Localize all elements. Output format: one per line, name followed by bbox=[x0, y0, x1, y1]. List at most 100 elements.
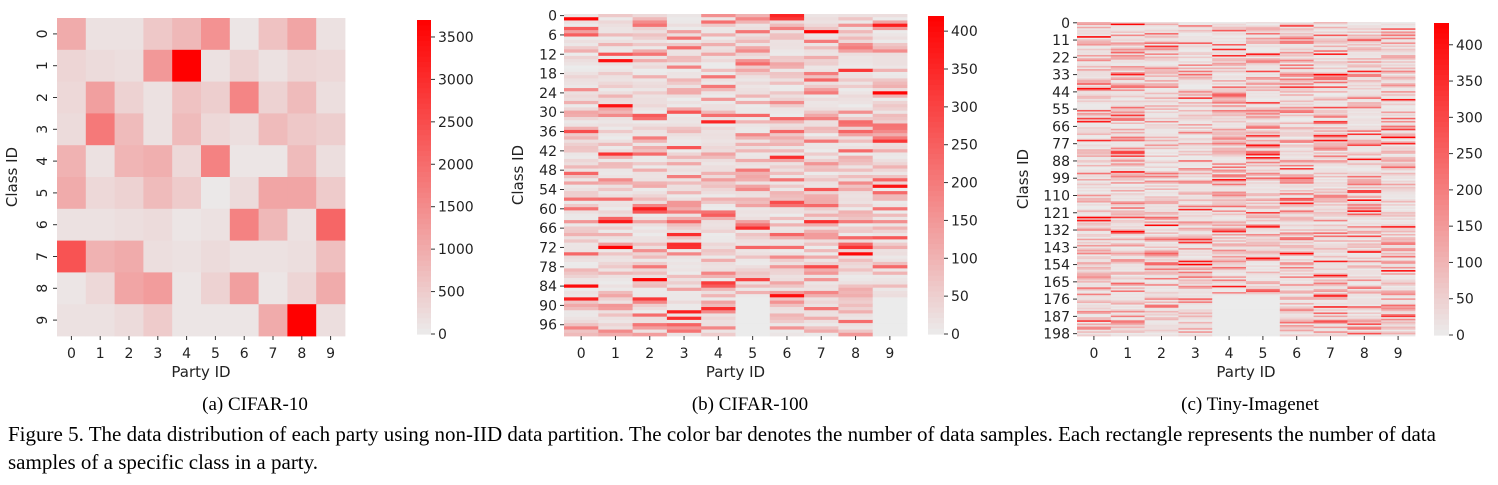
heatmap-cell bbox=[1313, 130, 1348, 133]
heatmap-cell bbox=[1246, 292, 1281, 295]
heatmap-cell bbox=[666, 281, 702, 285]
heatmap-cell bbox=[1313, 284, 1348, 287]
heatmap-cell bbox=[666, 123, 702, 128]
heatmap-cell bbox=[1144, 274, 1179, 277]
colorbar-segment bbox=[1434, 75, 1449, 81]
heatmap-cell bbox=[804, 123, 839, 128]
heatmap-cell bbox=[1279, 262, 1314, 265]
heatmap-cell bbox=[1246, 246, 1281, 249]
heatmap-cell bbox=[1144, 255, 1179, 258]
heatmap-cell bbox=[564, 245, 599, 250]
heatmap-cell bbox=[769, 168, 805, 173]
heatmap-cell bbox=[1144, 163, 1179, 166]
heatmap-cell bbox=[57, 304, 87, 337]
heatmap-cell bbox=[1246, 157, 1281, 159]
heatmap-cell bbox=[1077, 98, 1112, 101]
heatmap-cell bbox=[1246, 277, 1281, 280]
colorbar-segment bbox=[928, 69, 944, 75]
heatmap-cell bbox=[666, 184, 702, 189]
heatmap-cell bbox=[769, 181, 805, 186]
heatmap-cell bbox=[598, 220, 633, 224]
heatmap-cell bbox=[1077, 329, 1112, 332]
heatmap-cell bbox=[1246, 227, 1281, 230]
heatmap-cell bbox=[1381, 326, 1416, 329]
heatmap-cell bbox=[1246, 310, 1281, 313]
colorbar-segment bbox=[1434, 59, 1449, 66]
heatmap-cell bbox=[1144, 45, 1179, 48]
colorbar-tick-label: 150 bbox=[951, 213, 978, 229]
heatmap-cell bbox=[1246, 177, 1281, 180]
heatmap-cell bbox=[1279, 32, 1314, 35]
heatmap-cell bbox=[1144, 78, 1179, 81]
colorbar-segment bbox=[928, 95, 944, 102]
heatmap-cell bbox=[598, 104, 633, 108]
heatmap-cell bbox=[735, 162, 771, 166]
heatmap-cell bbox=[1279, 183, 1314, 186]
heatmap-cell bbox=[1178, 98, 1213, 101]
heatmap-cell bbox=[1381, 65, 1416, 68]
heatmap-cell bbox=[1279, 200, 1314, 203]
heatmap-cell bbox=[804, 210, 839, 215]
heatmap-cell bbox=[872, 307, 908, 311]
heatmap-cell bbox=[1313, 193, 1348, 196]
heatmap-cell bbox=[1313, 116, 1348, 119]
heatmap-cell bbox=[1381, 75, 1416, 78]
heatmap-cell bbox=[1381, 54, 1416, 57]
heatmap-cell bbox=[1381, 28, 1416, 31]
heatmap-cell bbox=[1279, 78, 1314, 81]
heatmap-cell bbox=[666, 223, 702, 227]
heatmap-cell bbox=[1279, 142, 1314, 145]
heatmap-cell bbox=[1077, 274, 1112, 277]
heatmap-cell bbox=[701, 55, 736, 60]
heatmap-cell bbox=[666, 20, 702, 25]
heatmap-cell bbox=[1279, 153, 1314, 156]
heatmap-cell bbox=[1347, 146, 1382, 148]
colorbar-segment bbox=[1434, 262, 1449, 268]
heatmap-cell bbox=[598, 213, 633, 218]
heatmap-cell bbox=[1178, 263, 1213, 266]
heatmap-cell bbox=[1313, 106, 1348, 109]
x-tick-label: 3 bbox=[153, 346, 162, 362]
heatmap-cell bbox=[1313, 208, 1348, 211]
heatmap-cell bbox=[1178, 257, 1213, 260]
heatmap-cell bbox=[564, 332, 599, 337]
heatmap-cell bbox=[1110, 65, 1145, 68]
heatmap-cell bbox=[632, 329, 668, 334]
colorbar-segment bbox=[928, 111, 944, 118]
heatmap-cell bbox=[1381, 108, 1416, 111]
heatmap-cell bbox=[735, 42, 771, 47]
heatmap-cell bbox=[735, 123, 771, 128]
heatmap-cell bbox=[1110, 125, 1145, 128]
heatmap-cell bbox=[1212, 163, 1247, 166]
heatmap-cell bbox=[1381, 174, 1416, 177]
heatmap-cell bbox=[872, 81, 908, 86]
heatmap-cell bbox=[1279, 263, 1314, 266]
heatmap-cell bbox=[1381, 136, 1416, 139]
colorbar-segment bbox=[417, 271, 431, 278]
heatmap-cell bbox=[1381, 113, 1416, 116]
heatmap-cell bbox=[1077, 265, 1112, 268]
heatmap-cell bbox=[838, 290, 874, 295]
heatmap-cell bbox=[598, 88, 633, 92]
heatmap-cell bbox=[1110, 323, 1145, 326]
heatmap-cell bbox=[1279, 205, 1314, 208]
heatmap-cell bbox=[1178, 270, 1213, 273]
heatmap-cell bbox=[598, 313, 633, 318]
heatmap-cell bbox=[1279, 84, 1314, 87]
heatmap-cell bbox=[735, 36, 771, 41]
heatmap-cell bbox=[1347, 249, 1382, 252]
heatmap-cell bbox=[1144, 271, 1179, 274]
heatmap-cell bbox=[564, 200, 599, 205]
heatmap-cell bbox=[769, 78, 805, 83]
heatmap-cell bbox=[1381, 64, 1416, 67]
heatmap-cell bbox=[1313, 175, 1348, 178]
x-tick-label: 1 bbox=[1123, 346, 1132, 362]
colorbar-segment bbox=[928, 37, 944, 44]
colorbar-segment bbox=[417, 265, 431, 272]
heatmap-cell bbox=[1313, 262, 1348, 265]
heatmap-cell bbox=[1313, 266, 1348, 269]
heatmap-cell bbox=[85, 49, 115, 82]
heatmap-cell bbox=[1313, 37, 1348, 40]
heatmap-cell bbox=[1313, 70, 1348, 73]
heatmap-cell bbox=[1347, 169, 1382, 172]
